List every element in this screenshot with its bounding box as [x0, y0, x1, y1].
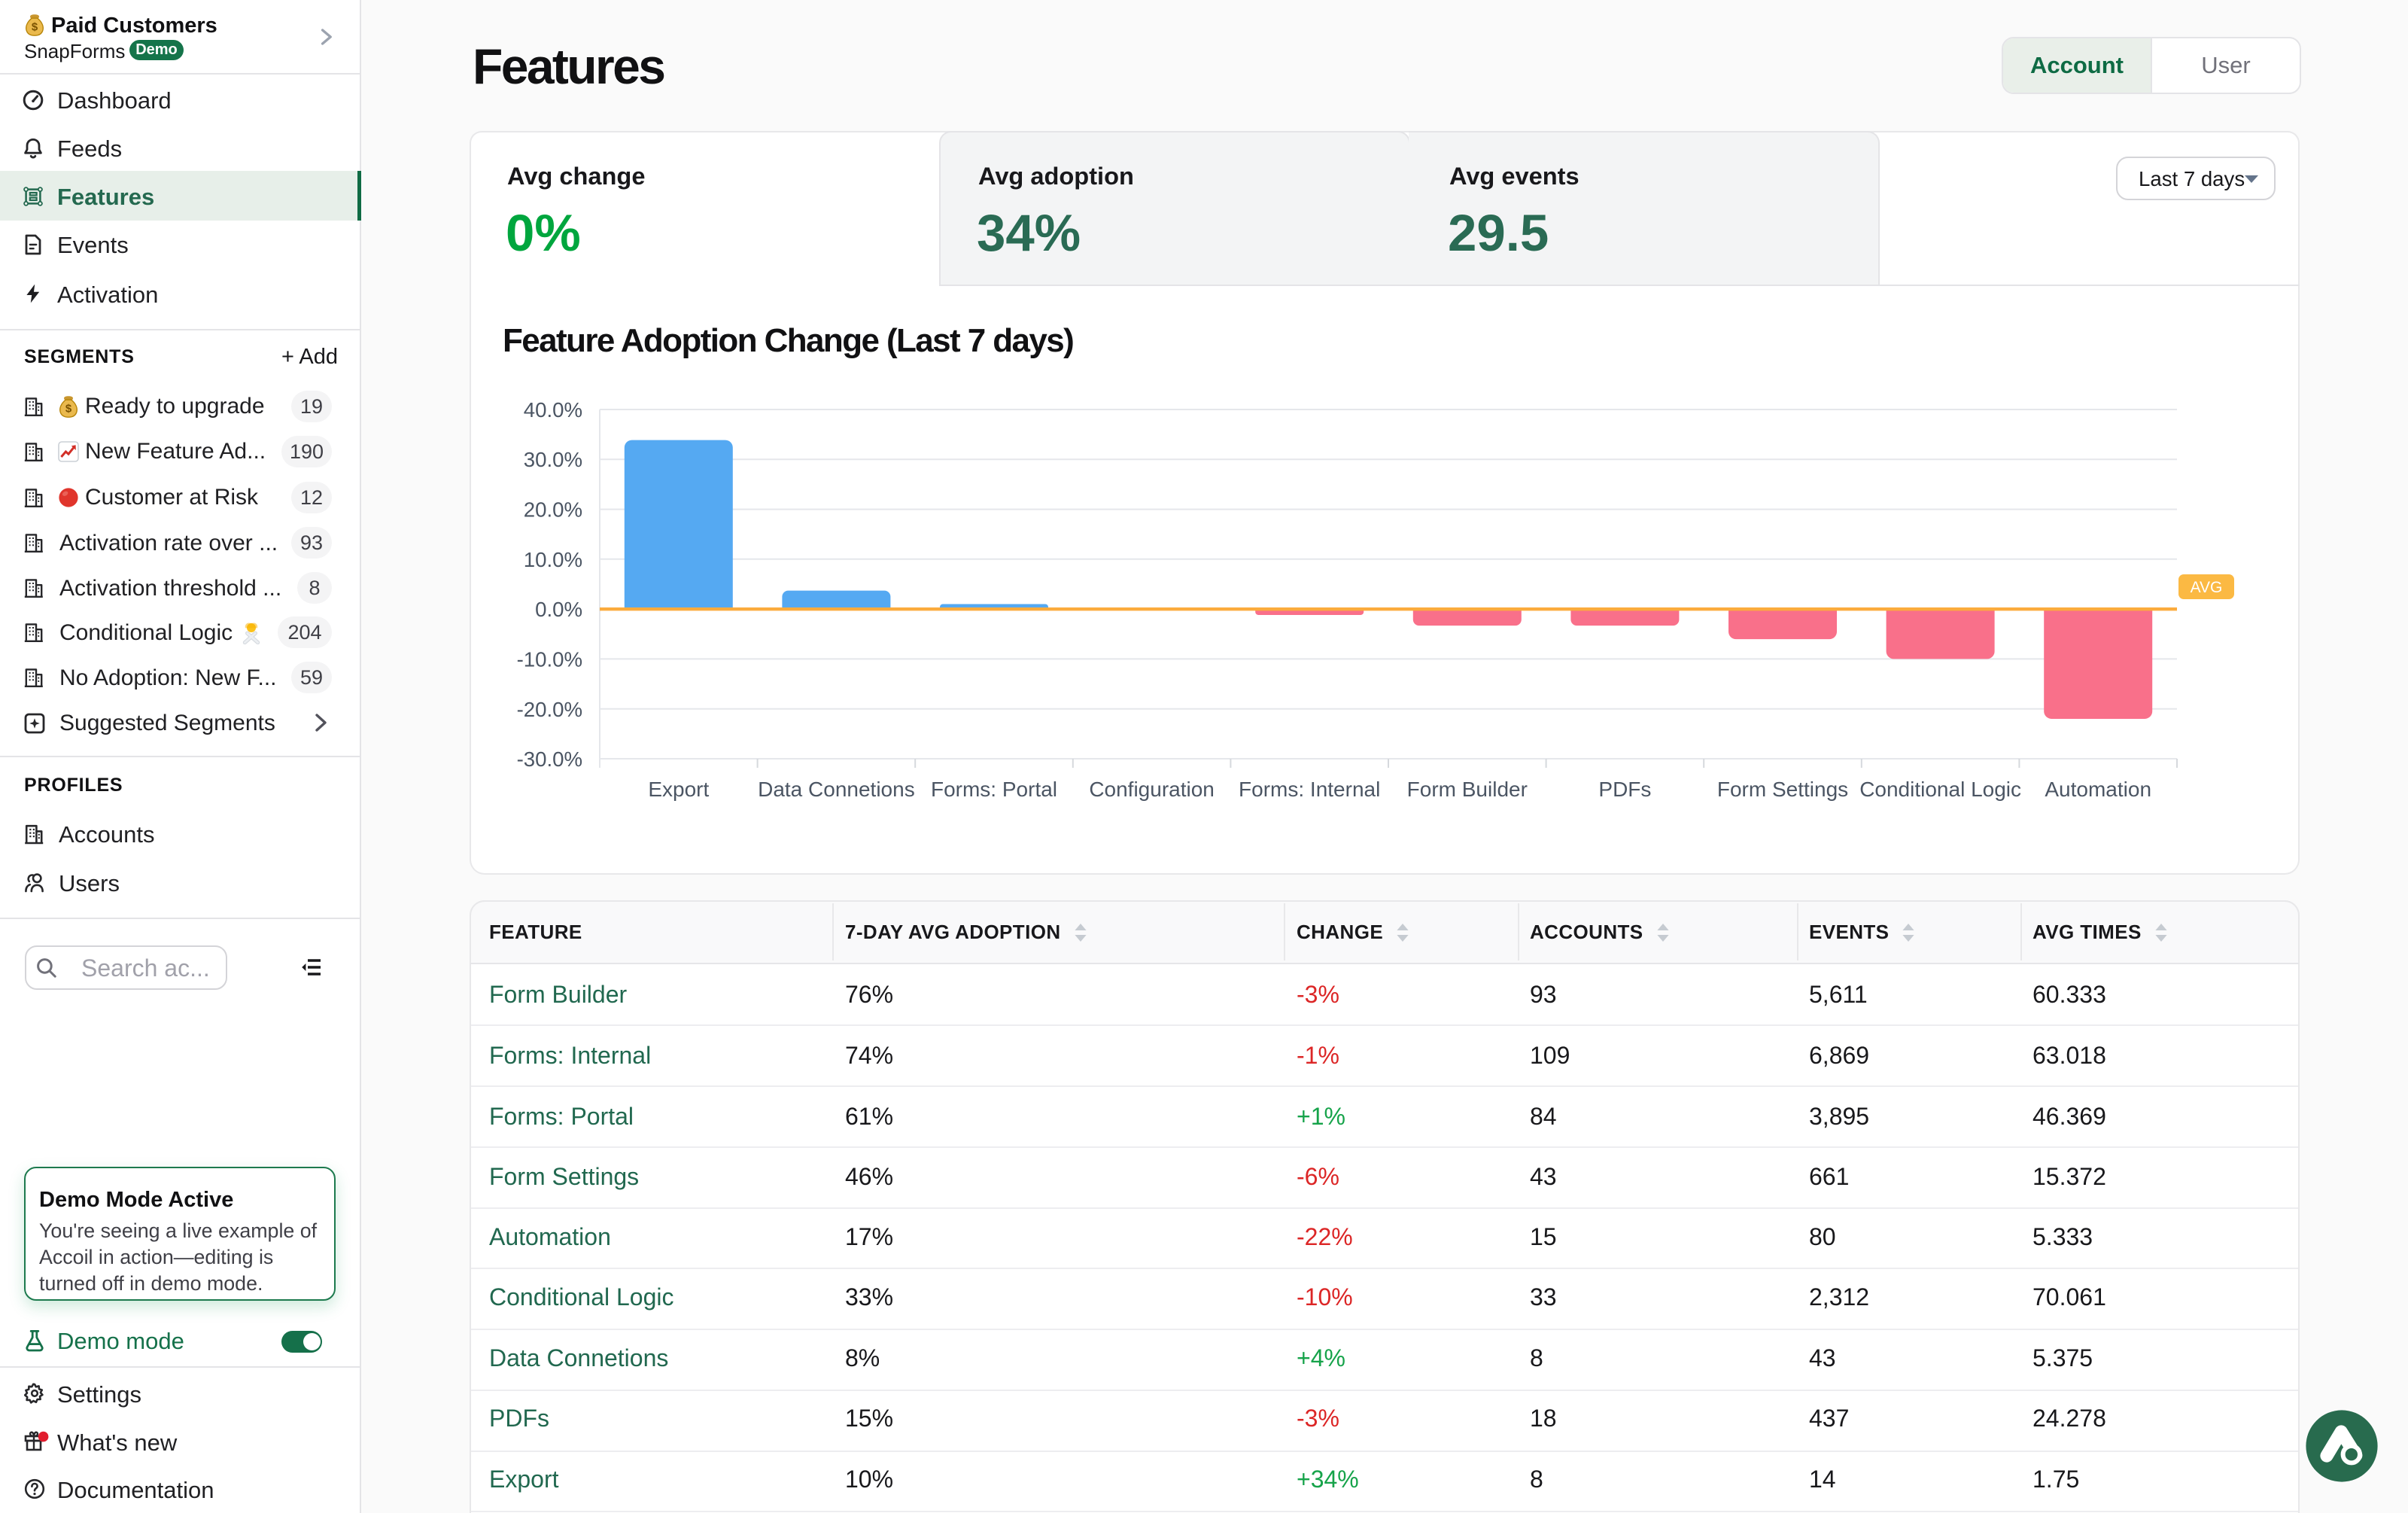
svg-text:Export: Export — [648, 778, 709, 801]
svg-text:PDFs: PDFs — [1598, 778, 1651, 801]
svg-text:Form Builder: Form Builder — [1407, 778, 1528, 801]
svg-text:$: $ — [65, 402, 72, 415]
svg-text:Form Settings: Form Settings — [1717, 778, 1848, 801]
svg-text:Forms: Internal: Forms: Internal — [1239, 778, 1380, 801]
svg-text:Data Connetions: Data Connetions — [758, 778, 915, 801]
svg-text:-10.0%: -10.0% — [517, 647, 582, 671]
svg-text:0.0%: 0.0% — [535, 598, 582, 621]
svg-text:$: $ — [32, 20, 38, 33]
svg-text:30.0%: 30.0% — [524, 448, 582, 471]
svg-text:-20.0%: -20.0% — [517, 698, 582, 721]
svg-text:40.0%: 40.0% — [524, 398, 582, 422]
svg-text:20.0%: 20.0% — [524, 498, 582, 522]
svg-text:10.0%: 10.0% — [524, 548, 582, 571]
svg-text:AVG: AVG — [2191, 579, 2223, 596]
svg-text:Automation: Automation — [2045, 778, 2151, 801]
svg-text:Forms: Portal: Forms: Portal — [931, 778, 1057, 801]
svg-text:Conditional Logic: Conditional Logic — [1859, 778, 2021, 801]
svg-text:-30.0%: -30.0% — [517, 747, 582, 771]
svg-text:Configuration: Configuration — [1089, 778, 1215, 801]
